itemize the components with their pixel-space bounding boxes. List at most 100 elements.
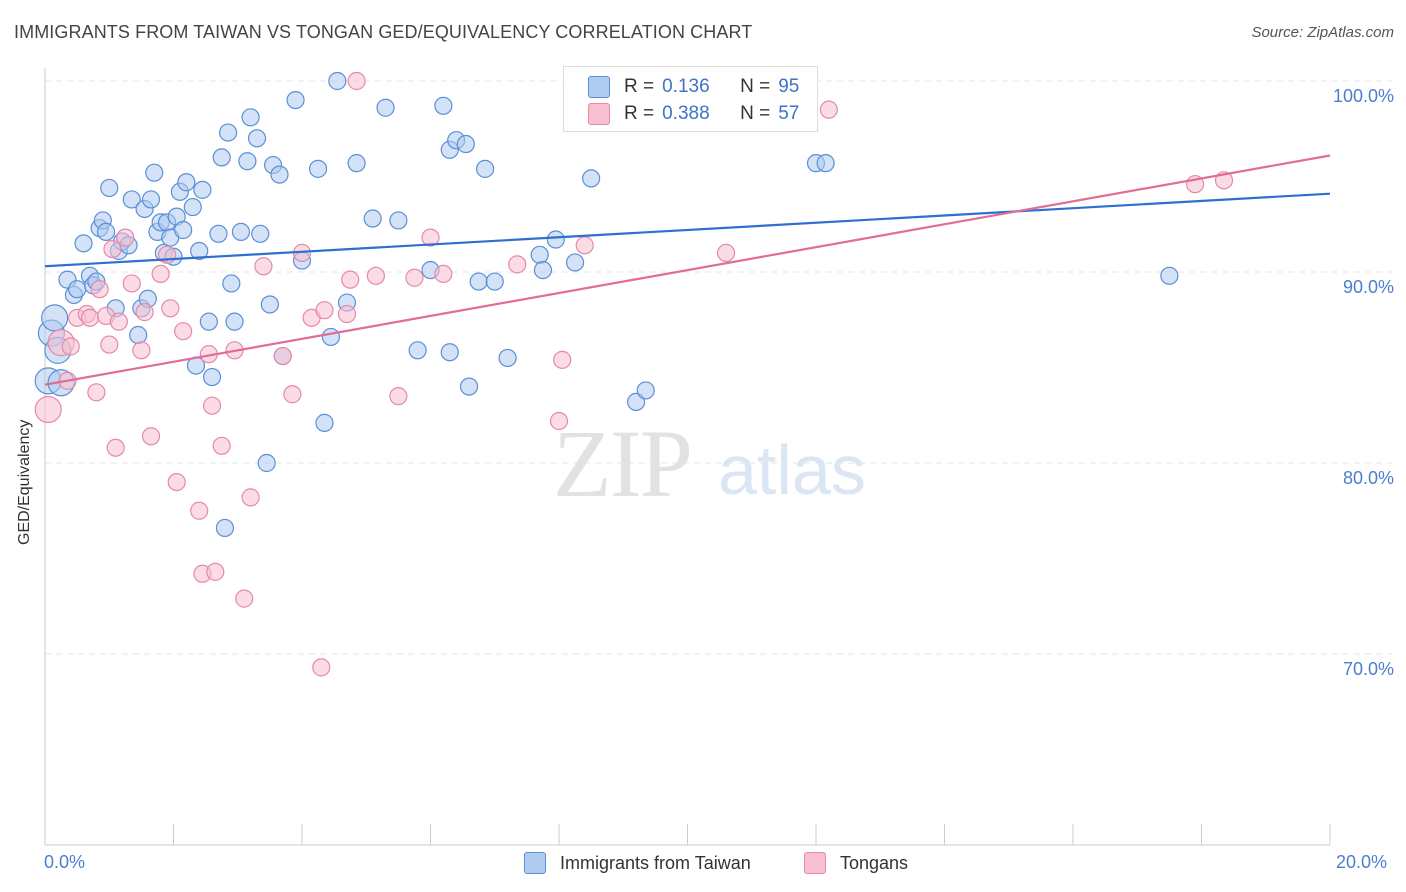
- taiwan-point: [440, 343, 459, 362]
- taiwan-point: [174, 220, 193, 240]
- legend-label: Immigrants from Taiwan: [560, 852, 751, 873]
- taiwan-point: [816, 154, 835, 173]
- tongan-point: [235, 589, 254, 608]
- taiwan-point: [469, 272, 488, 291]
- trend-lines: [44, 154, 1331, 386]
- y-tick-label: 70.0%: [1342, 659, 1394, 679]
- tongan-point: [421, 228, 440, 247]
- taiwan-point: [122, 190, 141, 209]
- n-value: 95: [778, 76, 800, 97]
- tongan-point: [553, 350, 572, 369]
- taiwan-swatch: [588, 76, 610, 98]
- taiwan-point: [459, 377, 479, 396]
- taiwan-point: [193, 180, 212, 199]
- tongan-point: [254, 257, 273, 276]
- taiwan-point: [247, 129, 267, 148]
- r-value: 0.388: [662, 103, 710, 124]
- taiwan-point: [308, 159, 328, 178]
- n-value: 57: [778, 103, 800, 124]
- taiwan-point: [485, 272, 504, 291]
- tongan-point: [212, 436, 231, 455]
- tongan-point: [337, 304, 357, 324]
- r-label: R =: [624, 103, 655, 124]
- taiwan-point: [100, 178, 119, 198]
- taiwan-point: [141, 190, 161, 209]
- taiwan-point: [260, 295, 279, 314]
- taiwan-point: [434, 96, 453, 115]
- taiwan-point: [241, 108, 260, 127]
- taiwan-point: [476, 159, 495, 178]
- tongan-point: [132, 341, 151, 360]
- tongan-point: [283, 385, 302, 404]
- tongan-point: [161, 299, 180, 318]
- tongan-point: [100, 335, 119, 354]
- taiwan-point: [231, 222, 251, 241]
- taiwan-point: [209, 224, 228, 243]
- taiwan-point: [183, 197, 202, 217]
- taiwan-trend-line: [44, 192, 1331, 268]
- tongan-point: [61, 337, 80, 356]
- tongan-point: [434, 264, 453, 284]
- tongan-point: [116, 228, 135, 247]
- tongan-swatch: [588, 103, 610, 125]
- tongan-point: [109, 312, 128, 331]
- taiwan-point: [145, 163, 164, 182]
- taiwan-point: [498, 348, 517, 368]
- taiwan-point: [408, 341, 427, 360]
- taiwan-point: [1160, 266, 1179, 285]
- taiwan-point: [376, 98, 395, 117]
- chart-title: IMMIGRANTS FROM TAIWAN VS TONGAN GED/EQU…: [14, 22, 753, 42]
- tongan-point: [141, 427, 161, 446]
- axes: [44, 68, 1331, 846]
- taiwan-point: [225, 312, 244, 331]
- taiwan-point: [74, 234, 93, 253]
- taiwan-swatch: [524, 852, 546, 874]
- taiwan-point: [238, 152, 257, 171]
- taiwan-point: [582, 169, 601, 188]
- tongan-point: [405, 268, 424, 287]
- taiwan-point: [389, 211, 408, 230]
- taiwan-point: [251, 224, 270, 243]
- tongan-point: [389, 387, 408, 406]
- y-axis-label-wrap: GED/Equivalency: [16, 420, 40, 565]
- y-tick-label: 100.0%: [1332, 86, 1394, 106]
- tongan-point: [167, 473, 186, 492]
- source-label: Source: ZipAtlas.com: [1251, 24, 1394, 41]
- tongan-point: [819, 100, 838, 119]
- taiwan-point: [363, 209, 382, 228]
- taiwan-point: [202, 367, 222, 387]
- n-label: N =: [740, 76, 771, 97]
- n-label: N =: [740, 103, 771, 124]
- taiwan-point: [347, 154, 366, 173]
- series-legend: Immigrants from Taiwan Tongans: [0, 852, 1406, 878]
- tongan-point: [190, 501, 209, 520]
- tongan-trend-line: [44, 154, 1331, 386]
- tongan-point: [34, 395, 62, 424]
- tongan-point: [312, 658, 331, 677]
- taiwan-point: [215, 518, 234, 538]
- tongan-point: [575, 236, 594, 255]
- watermark-atlas: atlas: [718, 431, 866, 509]
- taiwan-point: [533, 260, 553, 280]
- legend-item-tongan: Tongans: [804, 852, 908, 874]
- stats-row-tongan: R = 0.388 N = 57: [588, 102, 799, 126]
- series-taiwan-points: [34, 71, 1179, 538]
- taiwan-point: [328, 71, 347, 91]
- legend-item-taiwan: Immigrants from Taiwan: [524, 852, 751, 874]
- tongan-point: [135, 303, 154, 322]
- tongan-point: [202, 396, 222, 415]
- taiwan-point: [190, 241, 209, 261]
- tongan-swatch: [804, 852, 826, 874]
- taiwan-point: [222, 274, 241, 293]
- stats-row-taiwan: R = 0.136 N = 95: [588, 75, 799, 99]
- taiwan-point: [41, 304, 69, 332]
- taiwan-point: [199, 312, 218, 331]
- r-value: 0.136: [662, 76, 710, 97]
- tongan-point: [151, 264, 170, 284]
- taiwan-point: [219, 123, 238, 142]
- y-tick-label: 90.0%: [1342, 277, 1394, 297]
- y-tick-label: 80.0%: [1342, 468, 1394, 488]
- taiwan-point: [212, 148, 231, 167]
- taiwan-point: [565, 253, 585, 272]
